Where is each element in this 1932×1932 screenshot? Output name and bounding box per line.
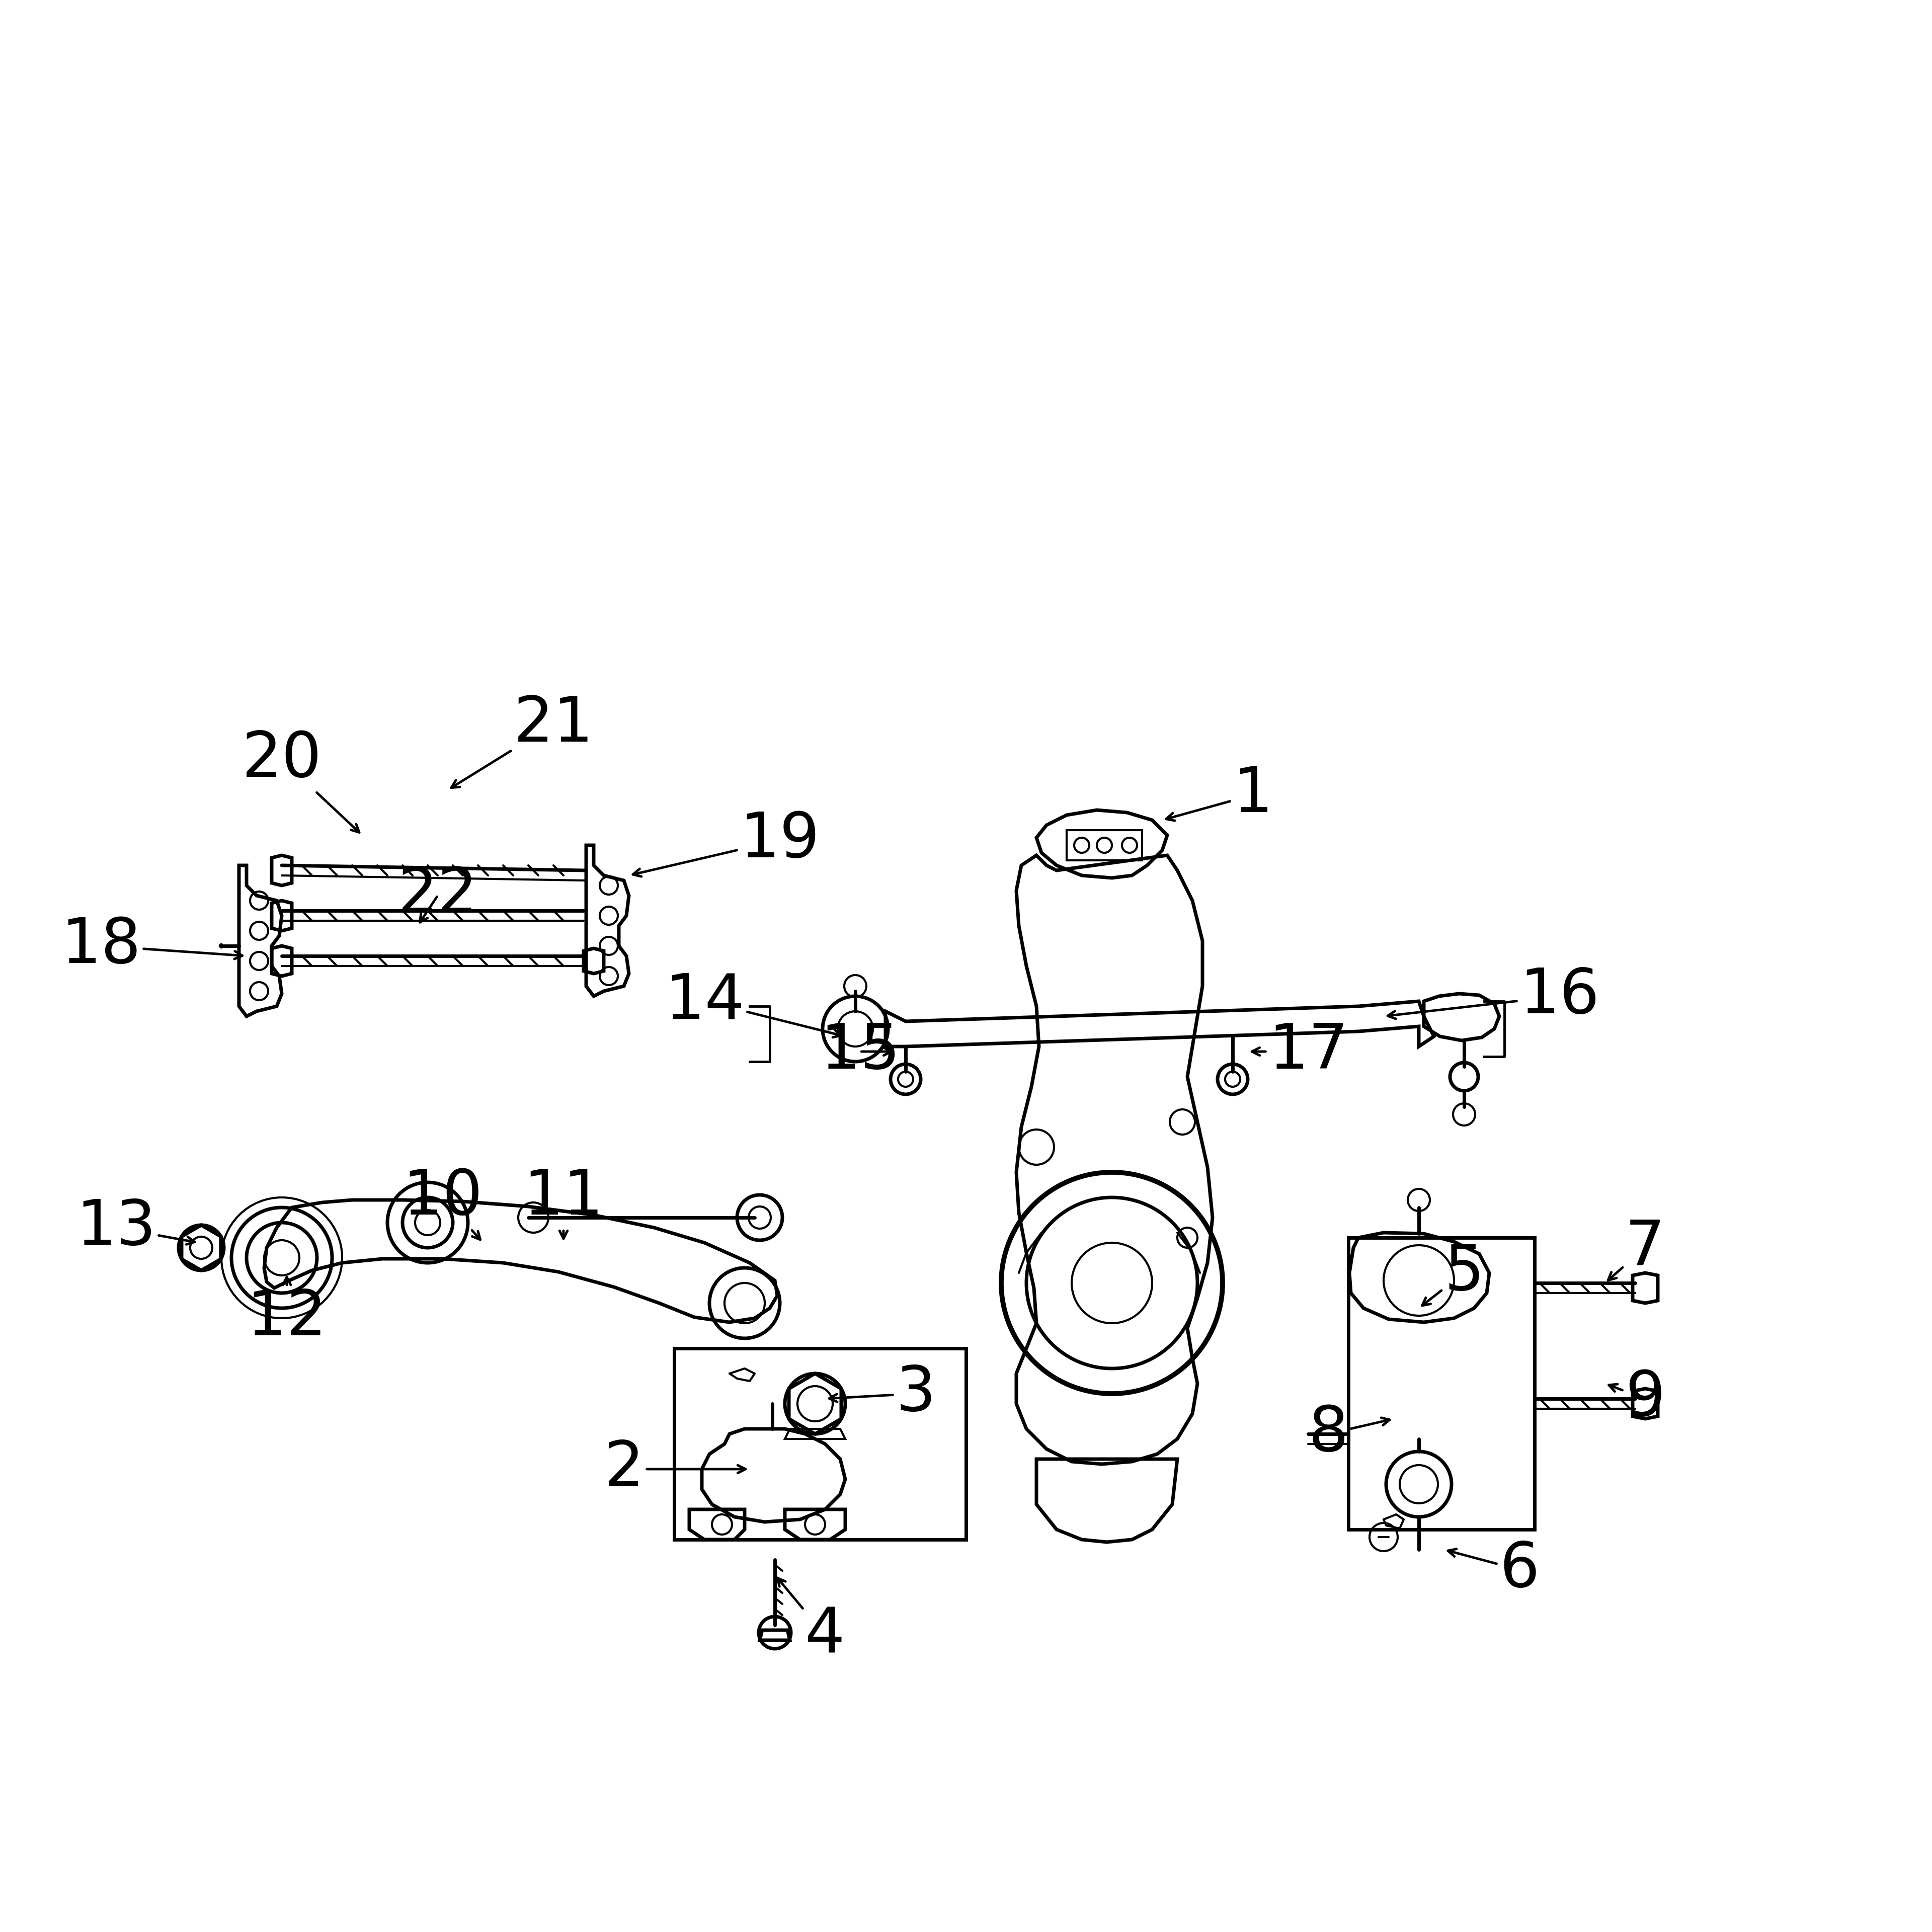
Text: 2: 2 (605, 1439, 746, 1499)
Text: 1: 1 (1167, 765, 1273, 825)
Text: 21: 21 (452, 694, 593, 788)
Text: 22: 22 (398, 866, 477, 925)
Text: 16: 16 (1387, 966, 1600, 1026)
Text: 12: 12 (247, 1277, 327, 1349)
Text: 18: 18 (62, 916, 242, 976)
Text: 10: 10 (402, 1167, 483, 1240)
Bar (674, 1349, 966, 1540)
Text: 6: 6 (1447, 1540, 1540, 1600)
Text: 11: 11 (524, 1167, 603, 1238)
Text: 4: 4 (777, 1578, 844, 1665)
Text: 8: 8 (1308, 1403, 1389, 1464)
Text: 7: 7 (1607, 1217, 1665, 1281)
Bar (1349, 1238, 1534, 1530)
Text: 14: 14 (665, 970, 840, 1037)
Text: 20: 20 (242, 728, 359, 833)
Text: 13: 13 (75, 1198, 195, 1258)
Text: 19: 19 (634, 810, 819, 877)
Text: 17: 17 (1252, 1022, 1349, 1082)
Text: 5: 5 (1422, 1242, 1484, 1306)
Text: 15: 15 (819, 1022, 900, 1082)
Text: 3: 3 (829, 1364, 935, 1424)
Text: 9: 9 (1609, 1368, 1665, 1430)
